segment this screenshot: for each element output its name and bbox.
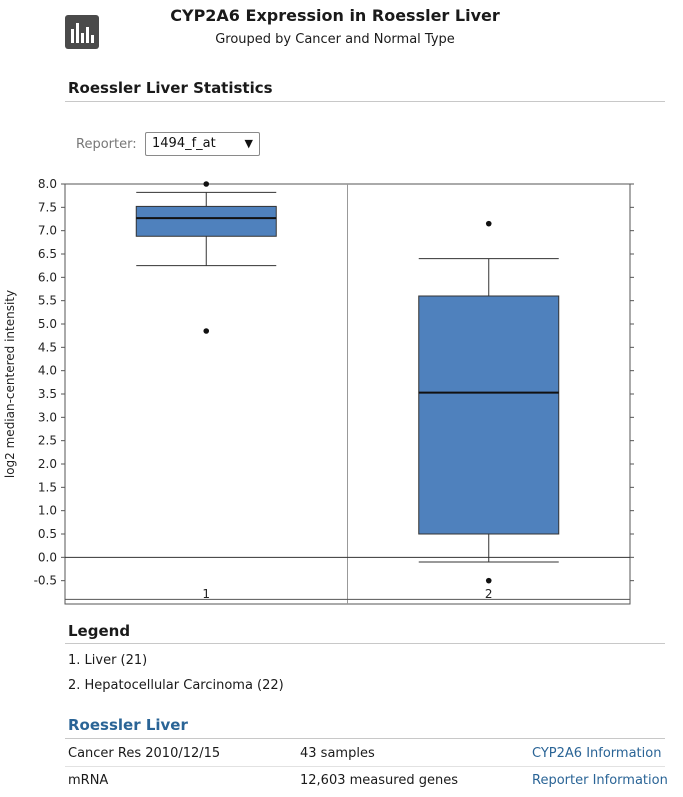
y-tick-label: 7.0 (38, 224, 57, 238)
y-tick-label: 0.0 (38, 550, 57, 564)
measured-genes: 12,603 measured genes (300, 773, 458, 788)
y-tick-label: 2.0 (38, 457, 57, 471)
y-tick-label: -0.5 (34, 574, 57, 588)
y-tick-label: 3.5 (38, 387, 57, 401)
chevron-down-icon: ▼ (244, 137, 253, 150)
category-label: 1 (202, 587, 210, 601)
dataset-citation: Cancer Res 2010/12/15 (68, 746, 221, 761)
legend-heading: Legend (68, 622, 131, 640)
data-type: mRNA (68, 773, 109, 788)
divider (65, 738, 665, 739)
reporter-selected-value: 1494_f_at (152, 136, 216, 151)
bar-chart-icon (65, 15, 99, 49)
outlier-point (485, 577, 492, 584)
divider (65, 101, 665, 102)
reporter-select[interactable]: 1494_f_at ▼ (145, 132, 260, 156)
reporter-label: Reporter: (76, 137, 137, 152)
y-tick-label: 6.0 (38, 270, 57, 284)
box-plot-chart: 8.0 7.5 7.0 6.5 6.0 5.5 5.0 4.5 4.0 3.5 3.0 2.5 2.0 1… (3, 177, 634, 605)
y-tick-label: 6.5 (38, 247, 57, 261)
y-tick-label: 1.0 (38, 504, 57, 518)
y-tick-label: 4.0 (38, 364, 57, 378)
divider (65, 643, 665, 644)
y-tick-label: 1.5 (38, 480, 57, 494)
sample-count: 43 samples (300, 746, 375, 761)
legend-item: 1. Liver (21) (68, 653, 148, 668)
box (418, 295, 560, 535)
outlier-point (203, 181, 210, 187)
reporter-information-link[interactable]: Reporter Information (532, 773, 668, 788)
y-tick-label: 7.5 (38, 200, 57, 214)
y-tick-label: 5.0 (38, 317, 57, 331)
page-title: CYP2A6 Expression in Roessler Liver (170, 6, 500, 25)
y-tick-label: 4.5 (38, 340, 57, 354)
outlier-point (203, 328, 210, 334)
gene-information-link[interactable]: CYP2A6 Information (532, 746, 662, 761)
y-tick-label: 5.5 (38, 294, 57, 308)
dataset-title-link[interactable]: Roessler Liver (68, 716, 188, 734)
outlier-point (485, 220, 492, 227)
y-tick-label: 2.5 (38, 434, 57, 448)
page-subtitle: Grouped by Cancer and Normal Type (215, 32, 455, 47)
statistics-heading: Roessler Liver Statistics (68, 79, 273, 97)
y-axis-label: log2 median-centered intensity (3, 290, 17, 478)
box (135, 205, 277, 237)
category-label: 2 (485, 587, 493, 601)
y-tick-label: 3.0 (38, 410, 57, 424)
y-tick-label: 0.5 (38, 527, 57, 541)
legend-item: 2. Hepatocellular Carcinoma (22) (68, 678, 284, 693)
y-tick-label: 8.0 (38, 177, 57, 191)
divider (65, 766, 665, 767)
